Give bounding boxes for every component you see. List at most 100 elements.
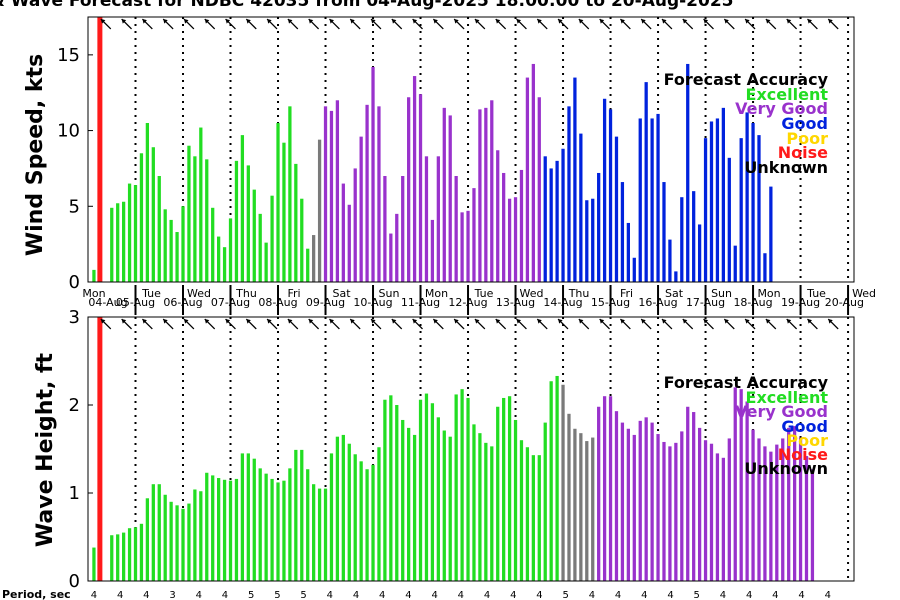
wave-bar — [650, 422, 654, 581]
wave-bar — [644, 417, 648, 581]
wave-plot-frame — [87, 316, 855, 582]
wind-legend: Forecast Accuracy Excellent Very Good Go… — [664, 70, 829, 177]
wave-bar — [110, 535, 114, 581]
wave-bar — [258, 468, 262, 581]
wind-bar — [549, 168, 553, 282]
wave-bar — [300, 449, 304, 581]
wind-speed-panel: Wind Speed, kts 0 5 10 15 Forecast Accuracy… — [23, 16, 855, 293]
wave-bar — [395, 405, 399, 581]
wind-bar — [389, 233, 393, 282]
wave-direction-arrow — [786, 318, 798, 330]
wind-direction-arrow — [412, 18, 423, 30]
wind-bar — [407, 97, 411, 282]
wind-bar — [757, 135, 761, 282]
wave-bar — [602, 396, 607, 581]
wave-bar — [121, 532, 126, 581]
wave-direction-arrow — [807, 318, 818, 330]
wave-legend-very-good: Very Good — [735, 402, 828, 421]
wind-bar — [347, 204, 351, 282]
wave-direction-arrow — [557, 318, 569, 330]
wave-legend-good: Good — [781, 417, 828, 436]
wave-noise-line — [97, 317, 103, 581]
wave-bar — [525, 447, 530, 581]
wind-direction-arrow — [391, 18, 403, 30]
period-value: 4 — [222, 590, 228, 600]
wind-direction-arrow — [432, 18, 444, 30]
wave-bar — [139, 523, 144, 581]
wave-bar — [436, 417, 440, 581]
wave-bar — [775, 444, 779, 581]
wave-bar — [484, 442, 488, 581]
wind-bar — [383, 176, 387, 282]
wave-bar — [632, 434, 636, 581]
wave-bar — [276, 482, 280, 581]
wave-bar — [573, 428, 577, 581]
wave-bar — [448, 436, 452, 581]
period-label: Period, sec — [2, 588, 71, 600]
wind-plot-frame — [87, 16, 855, 283]
wind-bar — [644, 82, 648, 282]
wave-bar — [709, 443, 714, 581]
wave-direction-arrow — [703, 318, 714, 330]
wind-bar — [478, 109, 482, 282]
wind-bar — [739, 138, 743, 282]
wind-bar — [769, 186, 773, 282]
wind-bar — [169, 219, 173, 282]
wind-bar — [454, 176, 458, 282]
wave-bar — [490, 446, 494, 581]
wave-y-tick-label: 2 — [69, 395, 80, 416]
wind-bar — [424, 156, 429, 282]
wave-bar — [163, 494, 167, 581]
wave-bar — [205, 472, 209, 581]
day-name-label: Sat — [332, 287, 351, 300]
wind-bar — [602, 98, 607, 283]
wind-bar — [335, 100, 340, 283]
wind-direction-arrow — [329, 18, 340, 30]
wind-direction-arrow — [765, 18, 777, 30]
wind-direction-arrow — [807, 18, 818, 30]
wave-direction-arrows — [100, 318, 839, 330]
wind-direction-arrow — [474, 18, 486, 30]
wave-bar — [365, 469, 369, 581]
period-value: 4 — [458, 590, 464, 600]
wave-bar — [282, 480, 286, 581]
wind-bar — [674, 271, 678, 282]
wave-bar — [175, 505, 179, 581]
wind-noise-line — [97, 17, 103, 282]
wind-bar — [632, 257, 636, 282]
wind-bar — [163, 209, 167, 282]
period-value: 5 — [300, 590, 306, 600]
wind-noise-marker — [97, 17, 103, 282]
wave-legend-excellent: Excellent — [746, 388, 829, 407]
wind-bar — [312, 235, 316, 282]
wind-direction-arrow — [121, 18, 133, 30]
wind-direction-arrow — [495, 18, 507, 30]
wave-direction-arrow — [474, 318, 486, 330]
wind-bar — [294, 163, 298, 282]
wave-bar — [157, 484, 161, 581]
wind-bar — [430, 219, 435, 282]
wave-bar — [323, 488, 328, 581]
wind-y-tick-label: 0 — [69, 272, 80, 293]
day-date-label: 20-Aug — [825, 296, 864, 309]
wave-bar — [787, 427, 791, 581]
wave-height-panel: Wave Height, ft 0 1 2 3 Forecast Accuracy E… — [33, 307, 855, 592]
wind-bar — [626, 222, 630, 282]
wind-bar — [187, 145, 191, 282]
wave-bar — [507, 396, 512, 581]
wind-direction-arrow — [557, 18, 569, 30]
wind-legend-good: Good — [781, 114, 828, 133]
wind-bar — [561, 148, 565, 282]
wave-bar — [116, 534, 120, 581]
wind-y-axis-label: Wind Speed, kts — [23, 54, 48, 256]
wind-direction-arrow — [723, 18, 735, 30]
wind-bar — [353, 168, 357, 282]
wind-bar — [116, 203, 120, 282]
day-name-label: Fri — [620, 287, 633, 300]
wind-y-tick-label: 15 — [57, 45, 80, 66]
wind-bar — [692, 191, 696, 282]
wave-direction-arrow — [765, 318, 777, 330]
wind-bar — [412, 76, 417, 282]
wave-bar — [193, 489, 197, 581]
wind-bar — [597, 172, 601, 282]
